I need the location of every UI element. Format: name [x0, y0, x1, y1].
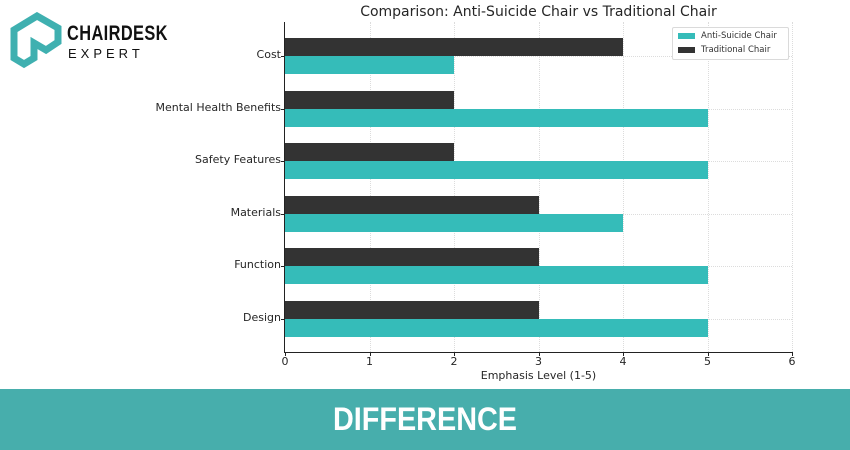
chair-logo-icon	[10, 12, 62, 69]
x-tick	[623, 352, 624, 356]
grid-line-vertical	[369, 22, 371, 352]
x-tick	[285, 352, 286, 356]
x-tick	[707, 352, 709, 356]
bar-traditional-chair	[285, 301, 539, 319]
bar-traditional-chair	[285, 38, 623, 56]
logo-name-line1: CHAIRDESK	[67, 22, 168, 45]
y-axis-line	[284, 22, 285, 353]
grid-line-vertical	[623, 22, 624, 352]
chairdesk-expert-logo: CHAIRDESK EXPERT	[10, 12, 167, 74]
bar-anti-suicide-chair	[285, 213, 623, 232]
y-category-label: Safety Features	[195, 153, 281, 167]
y-tick	[281, 161, 285, 163]
y-category-label: Design	[243, 311, 281, 324]
y-category-label: Materials	[230, 205, 281, 219]
x-tick-label: 6	[788, 355, 796, 368]
x-tick	[369, 352, 371, 356]
legend-item-traditional: Traditional Chair	[678, 45, 770, 57]
x-tick-label: 2	[450, 355, 458, 368]
bar-anti-suicide-chair	[285, 266, 708, 285]
grid-line-vertical	[707, 22, 709, 352]
y-tick	[281, 266, 285, 268]
legend-item-anti-suicide: Anti-Suicide Chair	[678, 31, 777, 43]
y-tick	[281, 319, 285, 320]
chart-title: Comparison: Anti-Suicide Chair vs Tradit…	[360, 4, 717, 20]
x-tick-label: 4	[619, 355, 627, 368]
x-tick-label: 1	[366, 355, 373, 368]
legend-swatch-dark	[678, 46, 695, 53]
bar-anti-suicide-chair	[285, 56, 454, 74]
banner-title: DIFFERENCE	[332, 401, 517, 437]
logo-name-line2: EXPERT	[68, 46, 144, 61]
y-category-label: Mental Health Benefits	[155, 100, 281, 114]
x-tick	[454, 352, 455, 356]
legend-label: Anti-Suicide Chair	[701, 31, 777, 41]
grid-line-vertical	[454, 22, 455, 352]
x-axis-line	[284, 352, 793, 353]
grid-line-vertical	[538, 22, 540, 352]
y-tick	[281, 213, 285, 215]
y-category-label: Cost	[256, 48, 281, 61]
bar-traditional-chair	[285, 143, 454, 162]
x-tick-label: 0	[281, 355, 289, 368]
bar-anti-suicide-chair	[285, 161, 708, 180]
grid-line-horizontal	[285, 56, 792, 57]
bar-traditional-chair	[285, 248, 539, 267]
y-tick	[281, 108, 285, 110]
x-tick	[538, 352, 540, 356]
bar-traditional-chair	[285, 90, 454, 109]
y-tick	[281, 56, 285, 57]
bar-anti-suicide-chair	[285, 108, 708, 127]
x-tick-label: 3	[535, 355, 542, 368]
y-category-label: Function	[234, 258, 281, 272]
legend-swatch-teal	[678, 32, 695, 39]
x-tick	[792, 352, 793, 356]
x-tick-label: 5	[704, 355, 711, 368]
x-axis-label: Emphasis Level (1-5)	[480, 369, 597, 382]
bar-anti-suicide-chair	[285, 319, 708, 337]
legend-label: Traditional Chair	[701, 45, 771, 55]
chart-legend: Anti-Suicide Chair Traditional Chair	[672, 27, 789, 60]
grid-line-vertical	[792, 22, 793, 352]
footer-banner: DIFFERENCE	[0, 389, 850, 450]
bar-traditional-chair	[285, 195, 539, 214]
